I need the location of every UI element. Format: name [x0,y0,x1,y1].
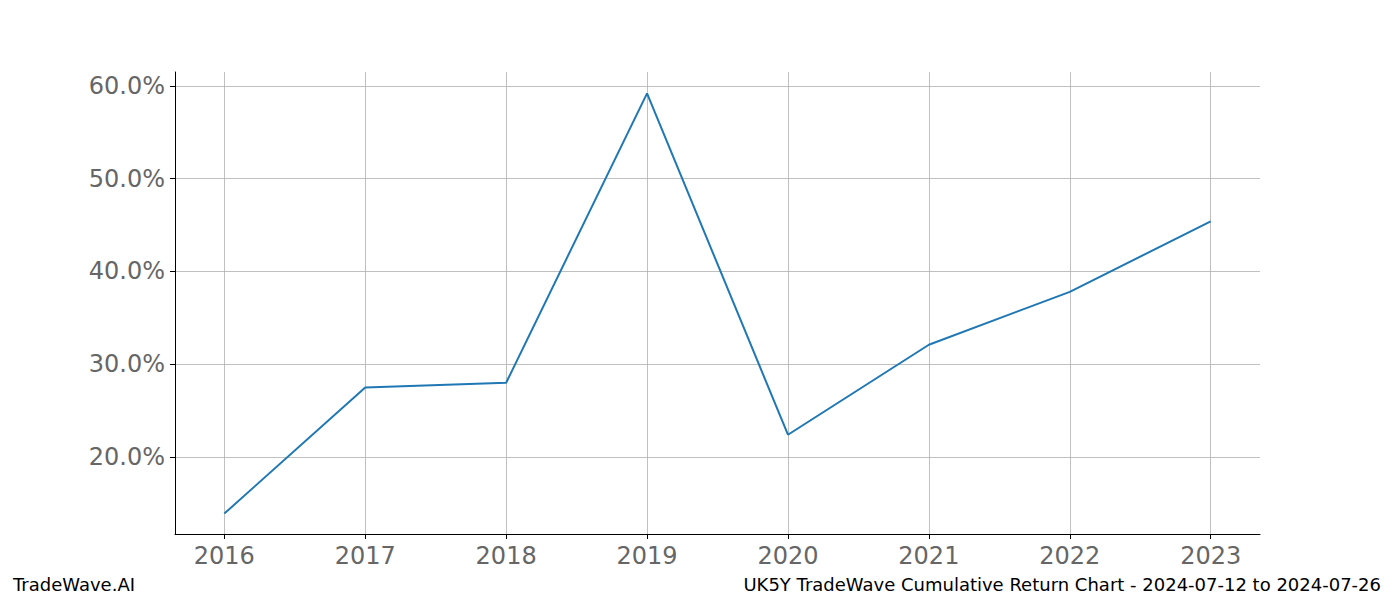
svg-text:2019: 2019 [617,542,678,570]
svg-text:2018: 2018 [476,542,537,570]
svg-text:UK5Y TradeWave Cumulative Retu: UK5Y TradeWave Cumulative Return Chart -… [743,574,1381,595]
svg-text:40.0%: 40.0% [89,257,165,285]
svg-text:2016: 2016 [194,542,255,570]
svg-text:2021: 2021 [898,542,959,570]
svg-text:30.0%: 30.0% [89,350,165,378]
svg-text:2017: 2017 [335,542,396,570]
svg-text:2020: 2020 [757,542,818,570]
svg-text:2022: 2022 [1039,542,1100,570]
svg-text:20.0%: 20.0% [89,443,165,471]
svg-text:50.0%: 50.0% [89,165,165,193]
svg-text:TradeWave.AI: TradeWave.AI [12,574,135,595]
svg-text:2023: 2023 [1180,542,1241,570]
svg-text:60.0%: 60.0% [89,72,165,100]
